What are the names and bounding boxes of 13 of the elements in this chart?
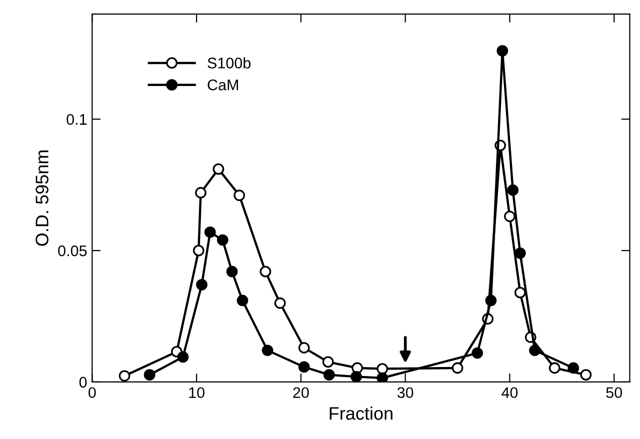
y-axis-title: O.D. 595nm <box>36 150 48 246</box>
y-tick-label: 0.05 <box>58 245 87 256</box>
x-tick-label: 20 <box>293 387 309 398</box>
x-tick-label: 40 <box>502 387 518 398</box>
y-tick-label: 0.1 <box>66 114 87 125</box>
x-tick-label: 0 <box>88 387 96 398</box>
x-axis-title: Fraction <box>330 406 392 420</box>
x-tick-label: 50 <box>606 387 622 398</box>
y-tick-label: 0 <box>79 376 87 388</box>
legend-label: S100b <box>208 57 251 68</box>
legend-label: CaM <box>208 80 238 90</box>
x-tick-label: 30 <box>397 387 414 398</box>
x-tick-label: 10 <box>189 387 204 398</box>
